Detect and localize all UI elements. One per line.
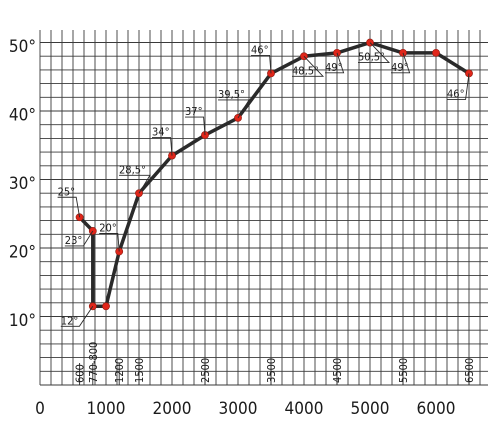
axis-mark-label: 3500 — [265, 358, 278, 383]
data-label: 12° — [61, 314, 79, 327]
grid — [39, 30, 488, 386]
data-label: 46° — [447, 87, 465, 100]
data-label-leader — [218, 99, 250, 119]
x-tick-label: 2000 — [153, 399, 192, 419]
data-label: 49° — [391, 61, 409, 74]
data-labels: 25° 23° 12° 20° 28,5° 34° 37° 39,5° 46° 48,5° 49° 5… — [57, 42, 470, 327]
data-label: 34° — [152, 126, 170, 139]
axis-mark-label: 4500 — [331, 358, 344, 383]
y-tick-label: 50° — [9, 37, 36, 57]
axis-mark-label: 600 — [74, 364, 87, 383]
data-label-leader — [325, 52, 345, 74]
data-label: 48,5° — [292, 64, 319, 77]
axis-mark-label: 5500 — [397, 358, 410, 383]
data-label: 25° — [58, 185, 76, 198]
data-label-leader — [99, 233, 120, 252]
data-label: 46° — [251, 43, 269, 56]
series-line — [77, 40, 471, 309]
data-label: 28,5° — [119, 163, 146, 176]
axis-mark-label: 1500 — [133, 358, 146, 383]
data-label: 20° — [99, 222, 117, 235]
data-label-leader — [152, 137, 173, 156]
y-axis-ticks: 10° 20° 30° 40° 50° — [9, 37, 36, 331]
axis-mark-label: 770-800 — [87, 342, 100, 383]
y-tick-label: 20° — [9, 243, 36, 263]
data-label: 49° — [325, 61, 343, 74]
y-tick-label: 40° — [9, 106, 36, 126]
data-label: 23° — [65, 234, 83, 247]
axis-mark-label: 2500 — [199, 358, 212, 383]
data-point — [102, 302, 110, 311]
data-label: 39,5° — [218, 88, 245, 101]
x-axis-ticks: 0 1000 2000 3000 4000 5000 6000 — [35, 399, 455, 419]
axis-mark-labels: 600 770-800 1200 1500 2500 3500 4500 5500 6500 — [74, 342, 476, 385]
y-tick-label: 30° — [9, 174, 36, 194]
data-label: 50,5° — [358, 51, 385, 64]
x-tick-label: 1000 — [87, 399, 126, 419]
data-label-leader — [447, 73, 470, 100]
data-label-leader — [60, 306, 94, 327]
y-tick-label: 10° — [9, 311, 36, 331]
data-label-leader — [358, 42, 391, 64]
data-point — [432, 48, 440, 57]
x-tick-label: 6000 — [417, 399, 456, 419]
data-label-leader — [119, 174, 151, 194]
axis-mark-label: 6500 — [463, 358, 476, 383]
data-label-leader — [251, 54, 272, 74]
data-label-leader — [185, 116, 206, 136]
data-label-leader — [391, 52, 411, 74]
data-label-leader — [57, 196, 81, 218]
x-tick-label: 4000 — [285, 399, 324, 419]
data-label-leader — [292, 55, 325, 77]
data-label: 37° — [185, 105, 203, 118]
x-tick-label: 0 — [35, 399, 45, 419]
x-tick-label: 5000 — [351, 399, 390, 419]
x-tick-label: 3000 — [219, 399, 258, 419]
data-series — [75, 38, 473, 311]
axis-mark-label: 1200 — [113, 358, 126, 383]
data-point — [88, 227, 97, 235]
data-label-leader — [64, 230, 94, 247]
